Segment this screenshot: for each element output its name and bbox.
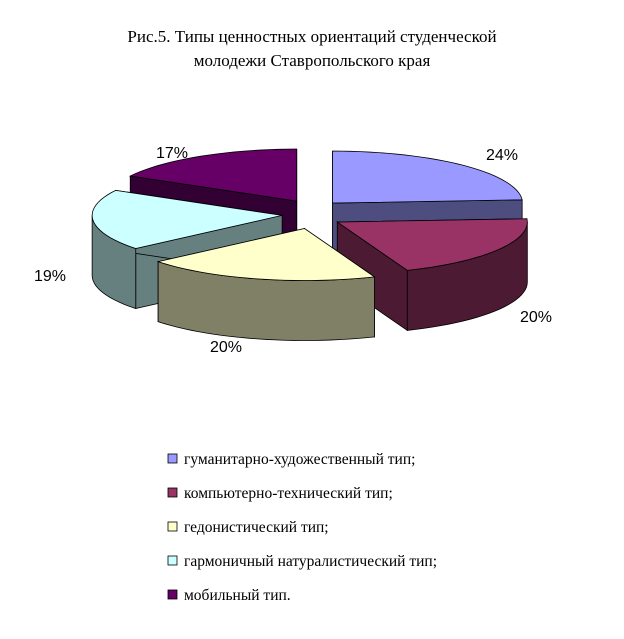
legend-swatch-5 <box>167 589 178 600</box>
slice-2-value-label: 20% <box>520 309 552 326</box>
legend-label-4: гармоничный натуралистический тип; <box>184 553 437 570</box>
slice-4-top <box>91 189 283 249</box>
pie-value-labels: 24% 20% 20% 19% 17% <box>34 145 552 356</box>
legend-label-2: компьютерно-технический тип; <box>184 485 393 502</box>
slice-2-top <box>336 218 528 271</box>
chart-title-line-1: Рис.5. Типы ценностных ориентаций студен… <box>127 27 496 46</box>
slice-3-top <box>156 228 376 281</box>
legend-label-5: мобильный тип. <box>184 587 291 604</box>
legend: гуманитарно-художественный тип; компьютер… <box>167 451 437 604</box>
slice-4-value-label: 19% <box>34 268 66 285</box>
slice-3-value-label: 20% <box>210 339 242 356</box>
legend-label-1: гуманитарно-художественный тип; <box>184 451 415 468</box>
slice-5-top <box>128 148 298 202</box>
legend-swatch-1 <box>167 453 178 464</box>
pie-plot-area <box>91 148 528 341</box>
chart-title-line-2: молодежи Ставропольского края <box>194 51 431 70</box>
legend-swatch-3 <box>167 521 178 532</box>
slice-5-value-label: 17% <box>156 145 188 162</box>
slice-1-top <box>332 150 523 204</box>
legend-label-3: гедонистический тип; <box>184 519 329 536</box>
pie-top-layer <box>91 148 528 281</box>
slice-1-value-label: 24% <box>486 147 518 164</box>
legend-swatch-2 <box>167 487 178 498</box>
legend-swatch-4 <box>167 555 178 566</box>
